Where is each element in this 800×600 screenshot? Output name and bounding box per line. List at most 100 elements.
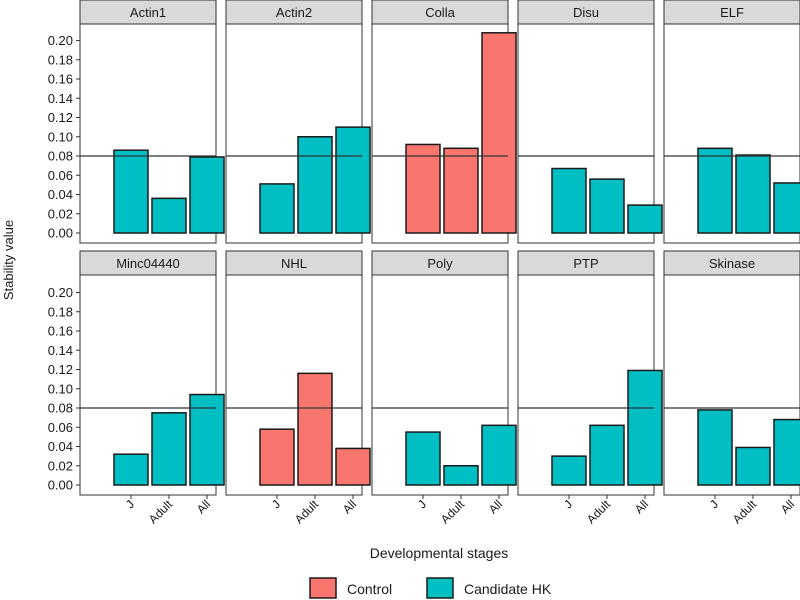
facet-title: Actin2 [276,5,312,20]
bar-j [551,455,587,486]
facet-panel-elf: ELF [663,0,800,244]
bar-all [481,424,517,486]
bar-adult [151,197,187,234]
x-tick-label: J [123,497,137,511]
y-tick-label: 0.06 [48,420,73,435]
facet-title: Colla [425,5,455,20]
bar-j [405,431,441,486]
x-tick-label: J [415,497,429,511]
legend-label: Control [347,581,392,597]
bar-j [697,409,733,486]
facet-title: NHL [281,256,307,271]
bar-adult [443,465,479,486]
facet-strip [663,0,800,25]
bar-all [627,369,663,486]
bar-adult [735,446,771,486]
x-tick-label: Adult [438,497,468,527]
facet-strip [517,250,655,276]
legend-label: Candidate HK [464,581,552,597]
facet-panel-actin1: Actin1 0.00 0.02 0.04 0.06 0.08 0.10 0.12 0.14 0.… [48,0,225,244]
bar-all [481,32,517,234]
y-tick-label: 0.10 [48,129,73,144]
y-tick-label: 0.08 [48,401,73,416]
facet-title: ELF [720,5,744,20]
x-tick-label: Adult [730,497,760,527]
y-tick-label: 0.18 [48,52,73,67]
y-tick-label: 0.16 [48,324,73,339]
y-tick-label: 0.04 [48,187,73,202]
x-tick-label: Adult [584,497,614,527]
facet-title: Skinase [709,256,755,271]
x-tick-label: All [486,497,505,516]
facet-panel-disu: Disu [517,0,663,244]
facet-title: Actin1 [130,5,166,20]
bar-all [189,393,225,486]
facet-panel-skinase: Skinase J Adult All [663,250,800,527]
x-tick-label: All [632,497,651,516]
bar-j [259,428,295,486]
legend: Control Candidate HK [309,577,552,599]
facet-panel-ptp: PTP J Adult All [517,250,663,527]
bar-j [113,149,149,234]
legend-item-candidate-hk: Candidate HK [426,577,552,599]
x-tick-label: Adult [146,497,176,527]
x-tick-label: J [269,497,283,511]
bar-all [773,182,800,234]
bar-j [551,167,587,234]
y-tick-label: 0.00 [48,226,73,241]
facet-strip [225,250,363,276]
y-tick-label: 0.20 [48,33,73,48]
legend-swatch [309,577,337,599]
bar-all [335,126,371,234]
x-tick-label: J [707,497,721,511]
y-tick-label: 0.12 [48,362,73,377]
facet-panel-actin2: Actin2 [225,0,371,244]
bar-adult [151,412,187,486]
facet-panel-poly: Poly J Adult All [371,250,517,527]
y-tick-label: 0.12 [48,110,73,125]
bar-j [259,183,295,234]
y-axis-label: Stability value [1,220,16,300]
bar-all [335,447,371,486]
legend-swatch [426,577,454,599]
y-tick-label: 0.00 [48,478,73,493]
bar-adult [297,136,333,234]
y-tick-label: 0.14 [48,343,73,358]
x-tick-label: All [340,497,359,516]
bar-all [627,204,663,234]
y-tick-label: 0.02 [48,458,73,473]
facet-panel-colla: Colla [371,0,517,244]
y-tick-label: 0.20 [48,285,73,300]
bar-adult [443,147,479,234]
facet-title: PTP [573,256,598,271]
facet-strip [79,250,217,276]
x-axis-label: Developmental stages [370,545,509,561]
facet-panel-nhl: NHL J Adult All [225,250,371,526]
bar-all [773,418,800,486]
y-tick-label: 0.04 [48,439,73,454]
y-tick-label: 0.08 [48,149,73,164]
bar-adult [735,154,771,234]
facet-title: Poly [427,256,453,271]
bar-all [189,156,225,234]
bar-j [697,147,733,234]
bar-adult [297,372,333,486]
facet-title: Disu [573,5,599,20]
facet-strip [79,0,217,25]
legend-item-control: Control [309,577,392,599]
x-tick-label: All [194,497,213,516]
x-tick-label: All [778,497,797,516]
bar-j [405,143,441,234]
x-tick-label: J [561,497,575,511]
y-tick-label: 0.02 [48,206,73,221]
bar-adult [589,178,625,234]
y-tick-label: 0.10 [48,381,73,396]
facet-strip [517,0,655,25]
y-tick-label: 0.14 [48,91,73,106]
bar-j [113,453,149,486]
facet-title: Minc04440 [116,256,180,271]
facet-strip [371,250,509,276]
y-tick-label: 0.06 [48,168,73,183]
y-tick-label: 0.18 [48,304,73,319]
bar-adult [589,424,625,486]
